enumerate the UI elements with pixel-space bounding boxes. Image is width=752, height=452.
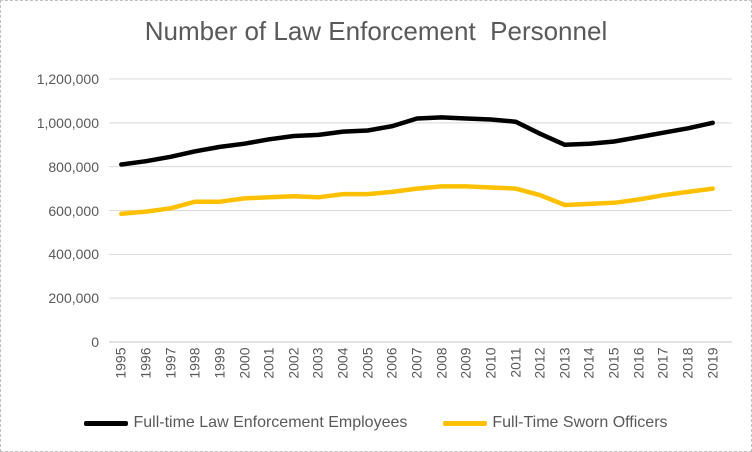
x-axis-tick-label: 2008 [433,347,450,379]
x-axis-tick-label: 2004 [334,347,351,379]
y-axis-tick-label: 400,000 [48,246,99,263]
legend: Full-time Law Enforcement Employees Full… [1,414,751,432]
x-axis-tick-label: 2001 [260,347,277,379]
x-axis-tick-label: 2013 [556,347,573,379]
x-axis-tick-label: 1996 [137,347,154,379]
legend-item-employees: Full-time Law Enforcement Employees [84,414,407,432]
x-axis-tick-label: 2016 [630,347,647,379]
legend-line-marker-employees [84,420,129,426]
x-axis-tick-label: 1997 [162,347,179,379]
y-axis-tick-label: 600,000 [48,202,99,219]
y-axis-tick-label: 1,000,000 [36,114,99,131]
y-axis-tick-label: 200,000 [48,290,99,307]
y-axis-tick-label: 800,000 [48,158,99,175]
x-axis-tick-label: 2006 [383,347,400,379]
x-axis-tick-label: 1999 [211,347,228,379]
x-axis-tick-label: 2003 [309,347,326,379]
x-axis-tick-label: 2012 [531,347,548,379]
series-line-officers [119,184,715,217]
x-axis-tick-label: 1995 [112,347,129,379]
legend-label-officers: Full-Time Sworn Officers [492,414,668,431]
x-axis-tick-label: 2002 [285,347,302,379]
x-axis-tick-label: 2017 [654,347,671,379]
x-axis-tick-label: 2005 [359,347,376,379]
legend-item-officers: Full-Time Sworn Officers [443,414,668,432]
y-axis-tick-label: 1,200,000 [36,71,99,87]
x-axis-tick-label: 2009 [457,347,474,379]
legend-line-marker-officers [443,420,488,426]
x-axis-tick-label: 2007 [408,347,425,379]
x-axis-tick-label: 2014 [580,347,597,379]
x-axis-tick-label: 2010 [482,347,499,379]
chart-title: Number of Law Enforcement Personnel [144,16,608,46]
y-axis-labels: 0 200,000 400,000 600,000 800,000 1,000,000 1,… [1,1,99,451]
series-line-employees [119,115,715,167]
x-axis-tick-label: 2018 [679,347,696,379]
x-axis-tick-label: 1998 [186,347,203,379]
x-axis-tick-label: 2000 [236,347,253,379]
legend-label-employees: Full-time Law Enforcement Employees [133,414,408,431]
x-axis-tick-label: 2015 [605,347,622,379]
x-axis-tick-label: 2019 [704,347,721,379]
y-axis-tick-label: 0 [91,334,99,350]
x-axis-tick-label: 2011 [507,347,524,378]
